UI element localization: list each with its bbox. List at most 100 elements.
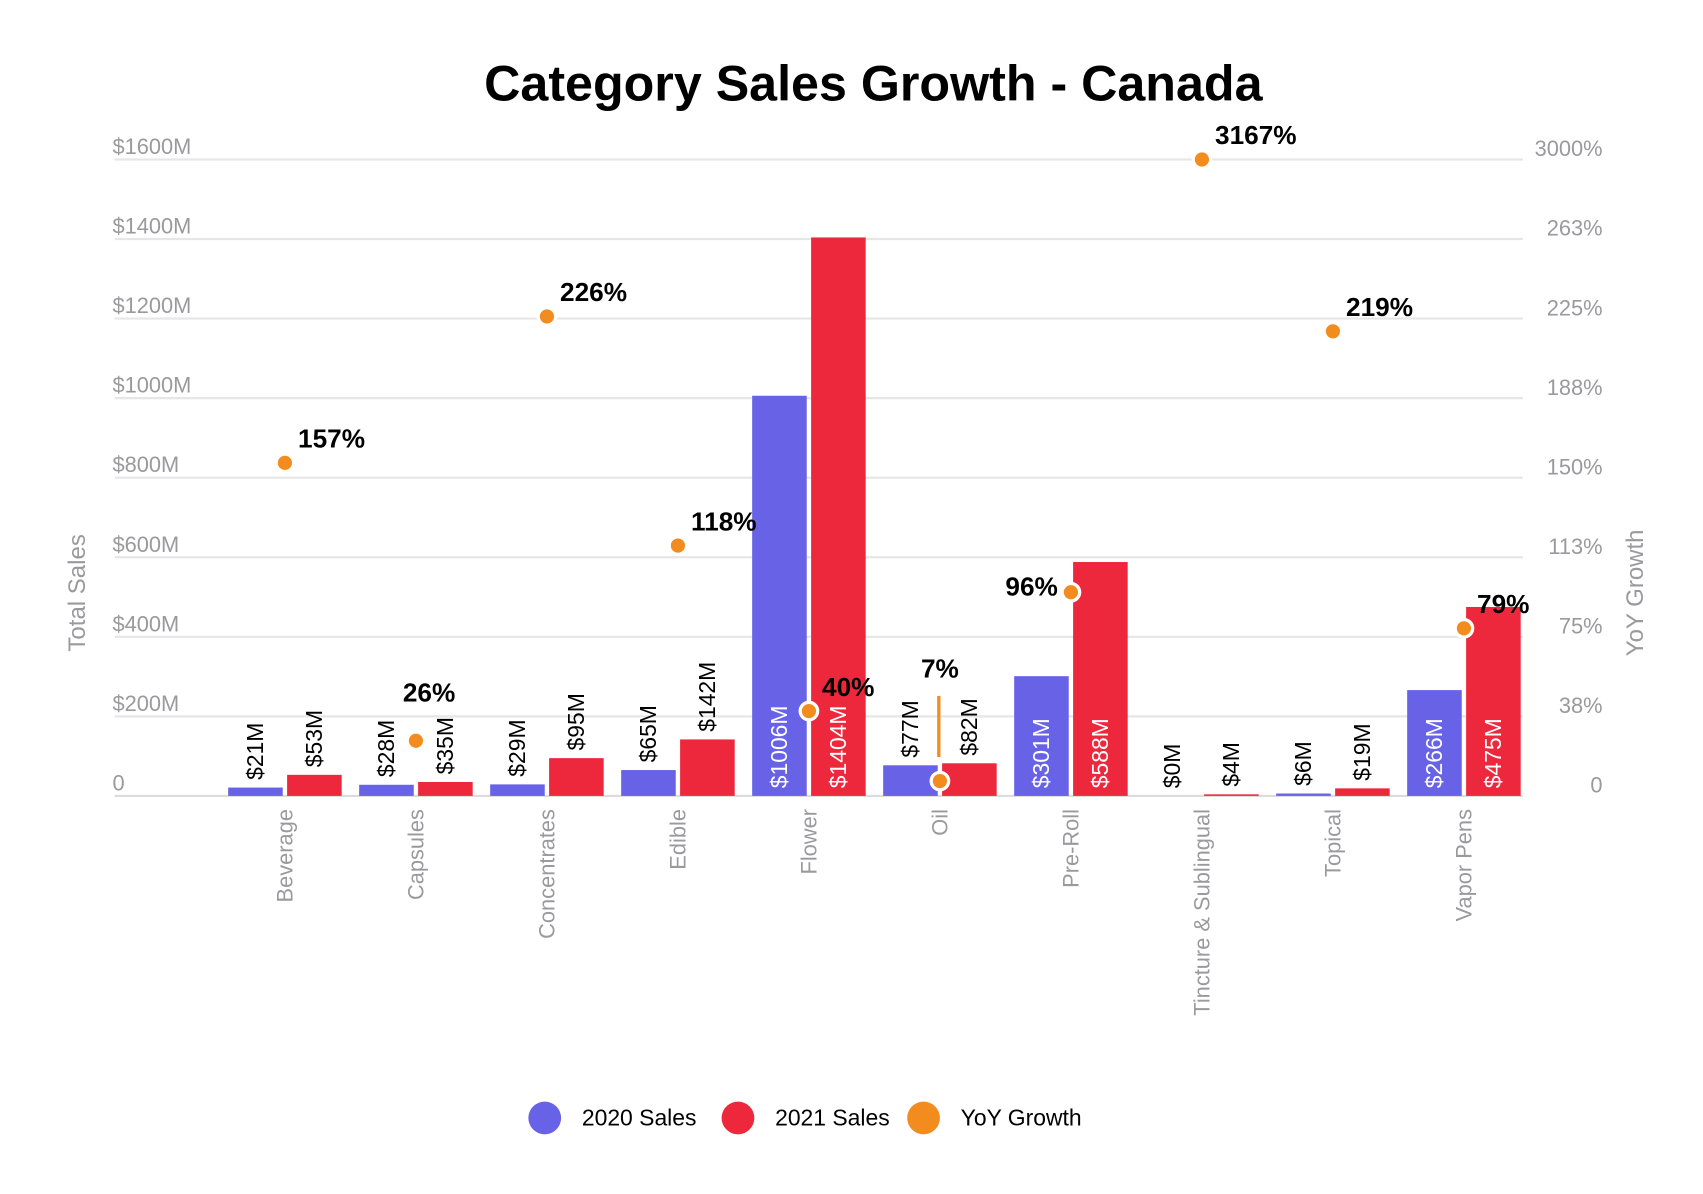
- bar-data-label: $0M: [1159, 744, 1185, 789]
- x-tick-label: Edible: [666, 809, 691, 870]
- yoy-point: [1453, 617, 1475, 639]
- bar-data-label: $53M: [301, 710, 327, 767]
- yoy-point: [929, 770, 951, 792]
- y-axis-right: 0 38% 75% 113% 150% 188% 225% 263% 3000%: [1535, 136, 1603, 797]
- bar-2021: [1335, 788, 1390, 796]
- bar-2020: [1276, 793, 1331, 796]
- x-axis: Beverage Capsules Concentrates Edible Flower…: [273, 809, 1477, 1016]
- y-tick-label: $200M: [112, 691, 179, 716]
- bar-2021: [287, 774, 342, 796]
- x-tick-label: Topical: [1321, 809, 1346, 877]
- bar-2021: [1204, 794, 1259, 796]
- yoy-data-label: 40%: [822, 672, 874, 702]
- x-tick-label: Beverage: [273, 809, 298, 902]
- yoy-data-label: 96%: [1005, 572, 1057, 602]
- legend-swatch: [721, 1101, 755, 1135]
- bar-data-label: $142M: [694, 662, 720, 732]
- y2-tick-label: 113%: [1548, 534, 1602, 559]
- bar-data-label: $21M: [242, 723, 268, 780]
- legend-label: 2021 Sales: [775, 1105, 890, 1131]
- yoy-data-label: 219%: [1346, 292, 1413, 322]
- legend: 2020 Sales 2021 Sales YoY Growth: [528, 1101, 1082, 1135]
- yoy-data-label: 157%: [298, 424, 365, 454]
- yoy-data-label: 3167%: [1215, 120, 1297, 150]
- bar-data-label: $1404M: [825, 705, 851, 788]
- bar-data-label: $475M: [1480, 718, 1506, 788]
- y2-tick-label: 0: [1590, 773, 1602, 798]
- yoy-data-label: 118%: [691, 506, 757, 536]
- bar-2020: [621, 770, 676, 796]
- yoy-point: [536, 306, 558, 327]
- bar-data-label: $77M: [897, 700, 923, 757]
- bar-data-label: $29M: [504, 719, 530, 776]
- x-tick-label: Concentrates: [535, 809, 560, 939]
- y-tick-label: $1400M: [112, 214, 191, 239]
- x-tick-label: Vapor Pens: [1452, 809, 1477, 922]
- bar-2021: [418, 781, 473, 796]
- bar-2021: [549, 758, 604, 796]
- yoy-points: 157% 26% 226% 118% 40% 7% 96% 3167% 219% 79%: [274, 120, 1529, 792]
- y-tick-label: $400M: [112, 611, 179, 636]
- y2-tick-label: 188%: [1547, 375, 1603, 400]
- y-tick-label: $1200M: [112, 293, 191, 318]
- bar-data-label: $6M: [1290, 741, 1316, 786]
- bar-data-label: $82M: [956, 698, 982, 755]
- y-tick-label: $600M: [112, 532, 179, 557]
- yoy-point: [1322, 320, 1344, 342]
- bar-data-label: $95M: [563, 693, 589, 750]
- bar-2021: [1073, 562, 1128, 796]
- yoy-data-label: 226%: [560, 277, 627, 307]
- y-tick-label: $1600M: [112, 134, 191, 159]
- yoy-point: [798, 700, 820, 722]
- bar-2020: [1014, 676, 1069, 796]
- y2-tick-label: 75%: [1559, 614, 1603, 639]
- chart-title: Category Sales Growth - Canada: [484, 56, 1263, 112]
- yoy-data-label: 79%: [1477, 589, 1529, 619]
- y-tick-label: 0: [112, 770, 124, 795]
- x-tick-label: Flower: [797, 809, 822, 875]
- bar-2020: [752, 395, 807, 796]
- y2-tick-label: 38%: [1559, 693, 1603, 718]
- bar-2021: [942, 763, 997, 796]
- bar-data-label: $4M: [1218, 742, 1244, 787]
- yoy-data-label: 7%: [921, 653, 959, 683]
- bar-data-label: $1006M: [766, 705, 792, 788]
- legend-label: YoY Growth: [961, 1105, 1082, 1131]
- x-tick-label: Tincture & Sublingual: [1190, 809, 1215, 1016]
- bar-2020: [490, 784, 545, 796]
- y2-tick-label: 3000%: [1535, 136, 1603, 161]
- bar-data-label: $266M: [1421, 718, 1447, 788]
- bar-data-label: $19M: [1349, 723, 1375, 780]
- bars: $21M $53M $28M $35M $29M $95M $65M $142M $1006M $…: [228, 237, 1521, 796]
- yoy-point: [667, 535, 689, 556]
- y2-axis-title: YoY Growth: [1622, 529, 1649, 656]
- y-axis-title: Total Sales: [64, 534, 91, 651]
- bar-data-label: $301M: [1028, 718, 1054, 788]
- yoy-point: [405, 730, 427, 752]
- bar-data-label: $65M: [635, 705, 661, 762]
- yoy-point: [274, 452, 296, 474]
- x-tick-label: Oil: [928, 809, 953, 836]
- bar-2021: [811, 237, 866, 796]
- yoy-point: [1191, 149, 1213, 170]
- yoy-point: [1060, 581, 1082, 603]
- bar-2021: [1466, 606, 1521, 796]
- y2-tick-label: 225%: [1547, 295, 1603, 320]
- y-tick-label: $800M: [112, 452, 179, 477]
- bar-2020: [883, 765, 938, 796]
- bar-data-label: $35M: [432, 717, 458, 774]
- y-axis-left: 0 $200M $400M $600M $800M $1000M $1200M $1400M $…: [112, 134, 191, 795]
- bar-data-label: $588M: [1087, 718, 1113, 788]
- bar-2020: [359, 784, 414, 796]
- x-tick-label: Pre-Roll: [1059, 809, 1084, 888]
- bar-2020: [1407, 690, 1462, 796]
- y2-tick-label: 150%: [1547, 454, 1603, 479]
- y2-tick-label: 263%: [1547, 216, 1603, 241]
- x-tick-label: Capsules: [404, 809, 429, 900]
- legend-swatch: [907, 1101, 940, 1135]
- legend-label: 2020 Sales: [582, 1105, 697, 1131]
- legend-swatch: [528, 1101, 562, 1135]
- bar-data-label: $28M: [373, 720, 399, 777]
- bar-2020: [228, 787, 283, 796]
- y-tick-label: $1000M: [112, 373, 191, 398]
